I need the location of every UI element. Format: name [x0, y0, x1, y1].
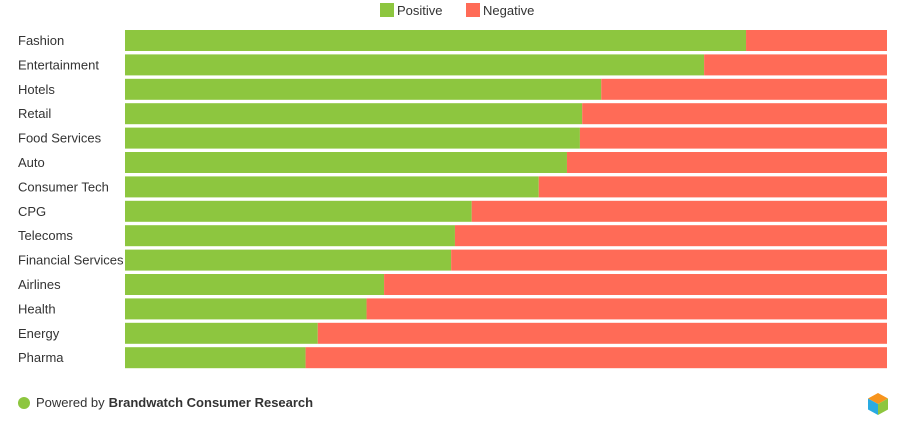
bar-fashion-positive[interactable]: [125, 30, 747, 51]
category-label-pharma: Pharma: [18, 350, 64, 365]
category-label-cpg: CPG: [18, 204, 46, 219]
bar-financial-services-negative[interactable]: [451, 249, 887, 271]
bar-entertainment-positive[interactable]: [125, 54, 705, 76]
brandwatch-cube-icon[interactable]: [867, 392, 889, 416]
bar-financial-services-positive[interactable]: [125, 249, 452, 271]
bar-entertainment-negative[interactable]: [704, 54, 887, 76]
category-labels: Fashion Entertainment Hotels Retail Food Ser…: [18, 33, 124, 365]
category-label-consumer-tech: Consumer Tech: [18, 179, 109, 194]
category-label-retail: Retail: [18, 106, 51, 121]
bar-food-services-negative[interactable]: [579, 127, 887, 149]
category-label-hotels: Hotels: [18, 82, 55, 97]
footer: Powered by Brandwatch Consumer Research: [18, 395, 313, 410]
bar-pharma-negative[interactable]: [305, 347, 887, 369]
legend: Positive Negative: [380, 3, 534, 18]
legend-label-positive[interactable]: Positive: [397, 3, 443, 18]
bar-health-positive[interactable]: [125, 298, 367, 320]
bar-energy-negative[interactable]: [317, 322, 887, 344]
bar-airlines-negative[interactable]: [384, 274, 887, 295]
logo-left-face: [868, 398, 878, 415]
bar-telecoms-negative[interactable]: [454, 225, 887, 247]
bar-fashion-negative[interactable]: [746, 30, 887, 51]
category-label-energy: Energy: [18, 326, 60, 341]
category-label-airlines: Airlines: [18, 277, 61, 292]
bar-auto-positive[interactable]: [125, 152, 567, 173]
bar-hotels-positive[interactable]: [125, 78, 602, 100]
bar-energy-positive[interactable]: [125, 322, 318, 344]
category-label-health: Health: [18, 301, 56, 316]
bar-telecoms-positive[interactable]: [125, 225, 455, 247]
category-label-fashion: Fashion: [18, 33, 64, 48]
bar-hotels-negative[interactable]: [601, 78, 887, 100]
bar-retail-negative[interactable]: [582, 103, 887, 125]
category-label-food-services: Food Services: [18, 131, 102, 146]
logo-right-face: [878, 398, 888, 415]
bar-consumer-tech-positive[interactable]: [125, 176, 539, 198]
category-label-financial-services: Financial Services: [18, 253, 124, 268]
bar-cpg-negative[interactable]: [471, 200, 887, 222]
bar-consumer-tech-negative[interactable]: [538, 176, 887, 198]
legend-swatch-positive[interactable]: [380, 3, 394, 17]
legend-label-negative[interactable]: Negative: [483, 3, 534, 18]
bar-health-negative[interactable]: [366, 298, 888, 320]
bar-pharma-positive[interactable]: [125, 347, 306, 369]
category-label-entertainment: Entertainment: [18, 57, 99, 72]
bar-food-services-positive[interactable]: [125, 127, 580, 149]
brand-dot-icon: [18, 396, 30, 409]
bar-auto-negative[interactable]: [566, 152, 887, 173]
footer-brand: Brandwatch Consumer Research: [108, 395, 314, 410]
legend-swatch-negative[interactable]: [466, 3, 480, 17]
footer-prefix: Powered by: [36, 395, 105, 410]
bar-airlines-positive[interactable]: [125, 274, 385, 295]
category-label-telecoms: Telecoms: [18, 228, 73, 243]
bar-retail-positive[interactable]: [125, 103, 583, 125]
bar-cpg-positive[interactable]: [125, 200, 472, 222]
category-label-auto: Auto: [18, 155, 45, 170]
bars: [125, 30, 888, 369]
